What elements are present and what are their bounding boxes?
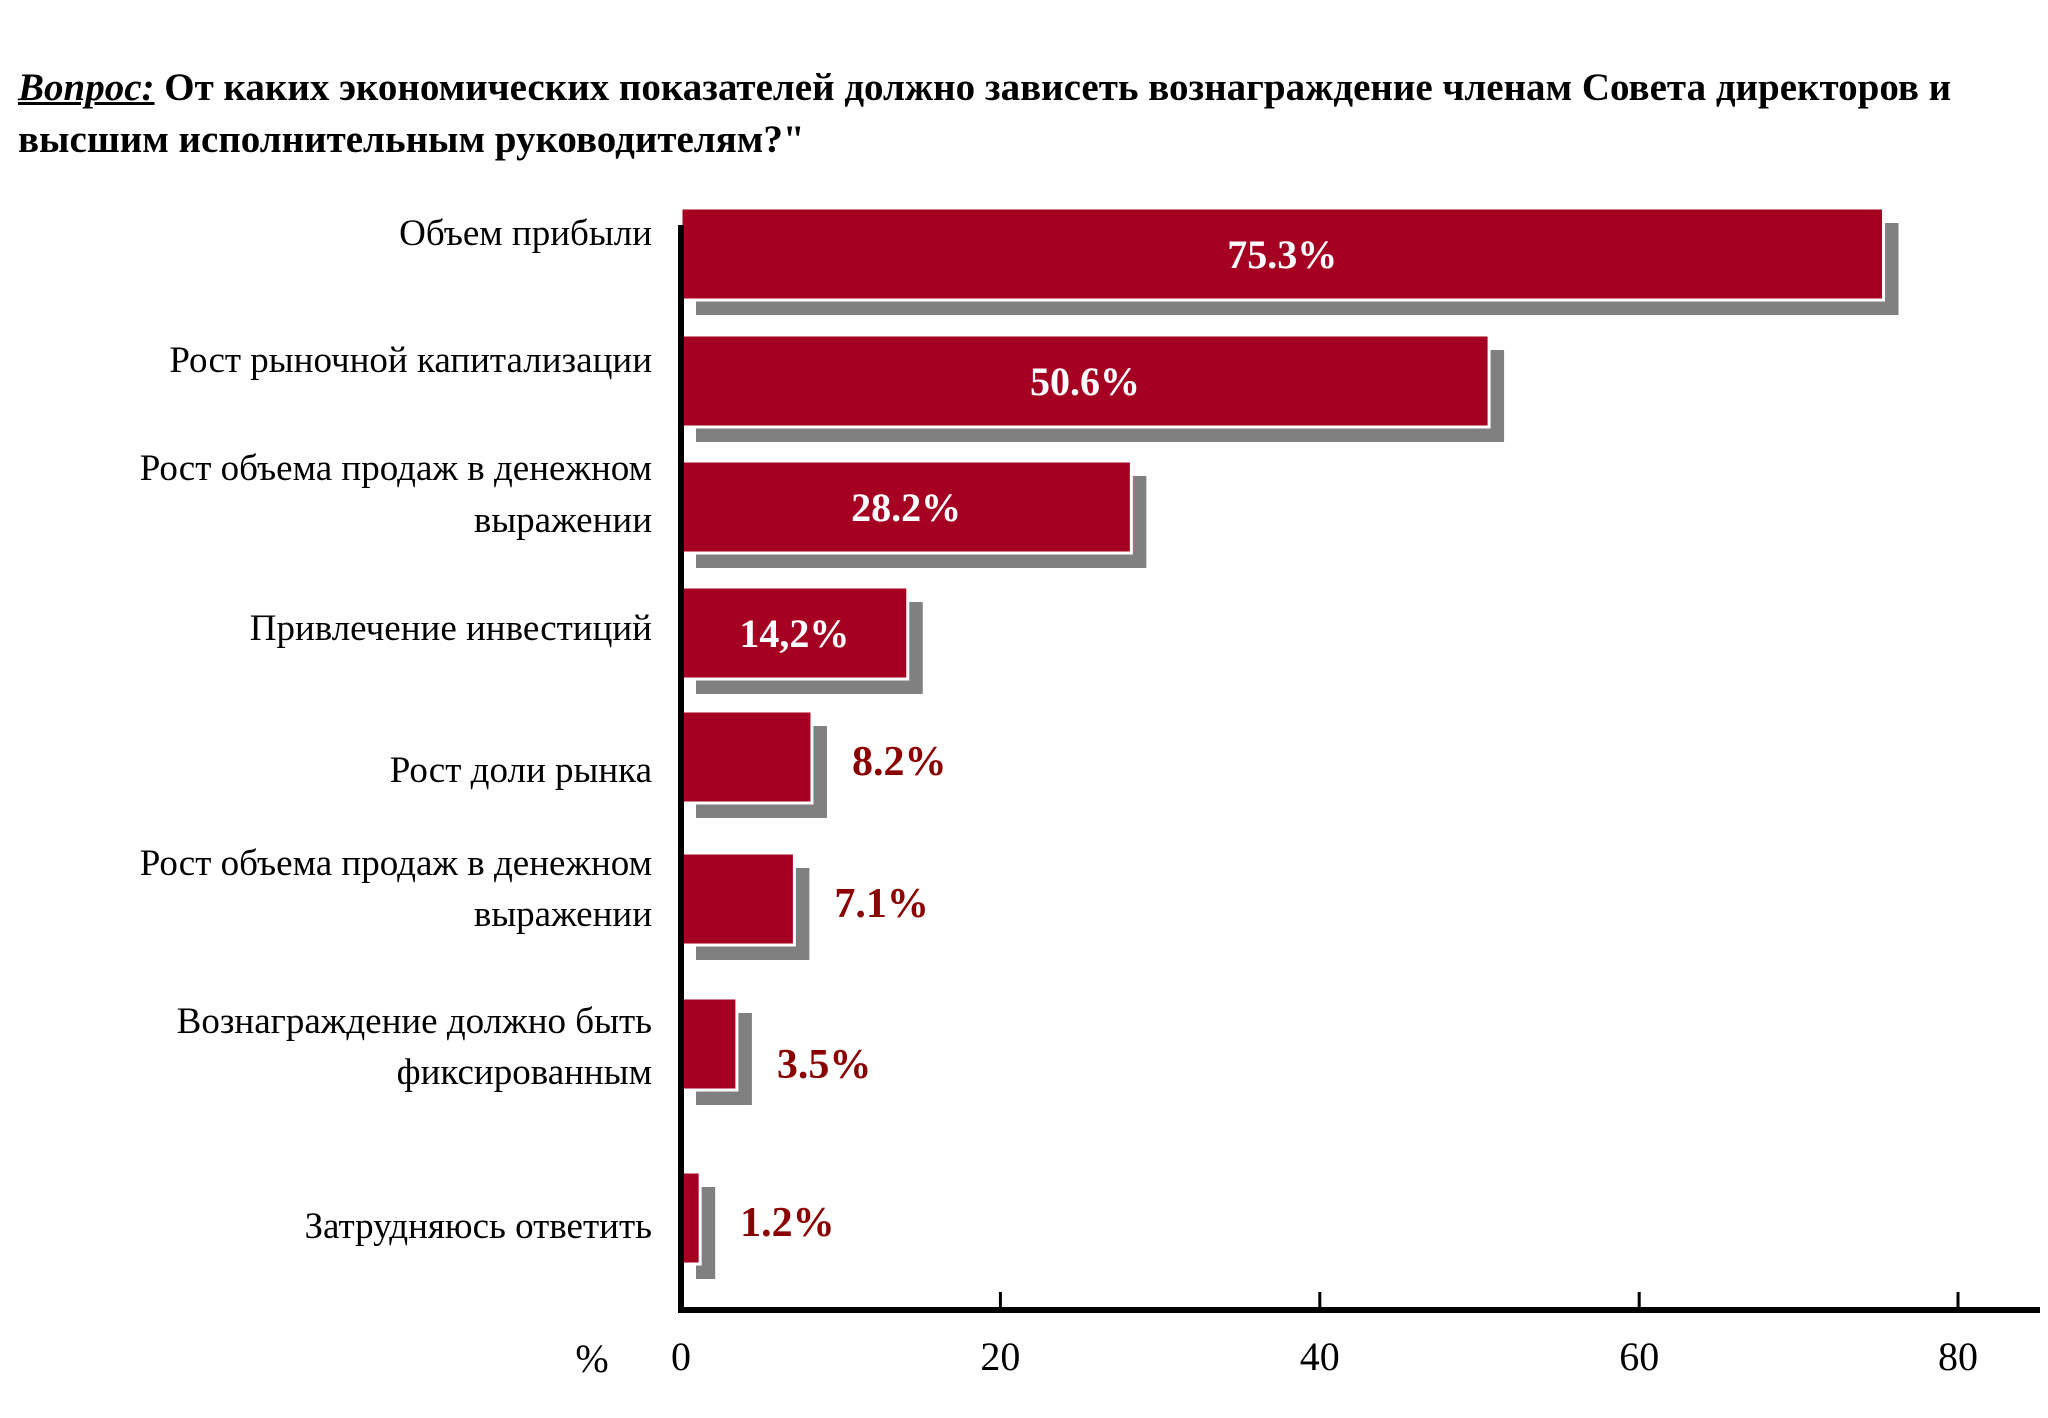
bar (679, 851, 796, 947)
data-label: 14,2% (739, 611, 849, 656)
category-label: фиксированным (397, 1052, 652, 1093)
bar (679, 585, 910, 681)
bar (679, 206, 1886, 302)
bar (679, 459, 1133, 555)
x-tick-label: 80 (1938, 1334, 1978, 1379)
bar (679, 333, 1491, 429)
category-label: выражении (474, 500, 652, 541)
category-label: Рост доли рынка (390, 750, 652, 791)
category-label: Объем прибыли (399, 213, 652, 254)
category-label: Вознаграждение должно быть (177, 1001, 652, 1042)
bar (679, 996, 739, 1092)
data-label: 8.2% (852, 739, 947, 785)
data-label: 7.1% (834, 881, 929, 927)
question-prefix: Вопрос: (18, 66, 155, 109)
bar (679, 709, 814, 805)
category-label: Рост рыночной капитализации (169, 340, 652, 381)
x-tick-label: 40 (1300, 1334, 1340, 1379)
category-label: Затрудняюсь ответить (304, 1206, 652, 1247)
chart-title: Вопрос: От каких экономических показател… (18, 62, 1998, 166)
data-label: 28.2% (851, 485, 961, 530)
data-label: 3.5% (777, 1042, 872, 1088)
x-tick-label: 20 (980, 1334, 1020, 1379)
category-label: Рост объема продаж в денежном (140, 448, 652, 489)
data-label: 75.3% (1227, 232, 1337, 277)
data-label: 1.2% (740, 1200, 835, 1246)
category-label: выражении (474, 894, 652, 935)
category-label: Рост объема продаж в денежном (140, 843, 652, 884)
question-text: От каких экономических показателей должн… (18, 66, 1952, 161)
data-label: 50.6% (1030, 359, 1140, 404)
x-tick-label: 60 (1619, 1334, 1659, 1379)
x-tick-label: 0 (671, 1334, 691, 1379)
category-label: Привлечение инвестиций (250, 608, 652, 649)
x-axis-label: % (575, 1336, 608, 1381)
